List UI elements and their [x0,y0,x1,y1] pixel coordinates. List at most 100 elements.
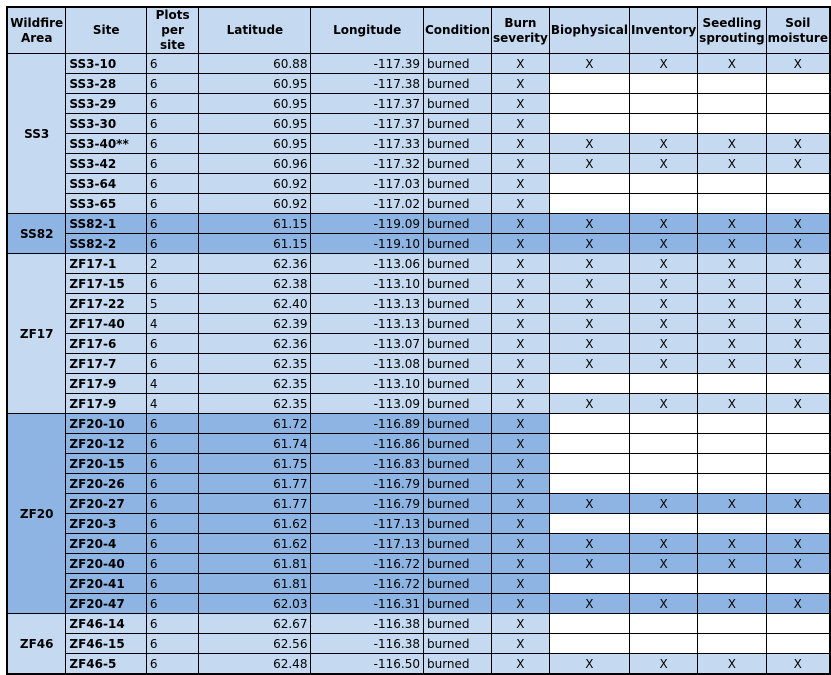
table-row: ZF17-7 6 62.35 -113.08 burned X X X X X [7,353,831,374]
data-cell [765,473,831,494]
data-cell: X [490,473,550,494]
data-cell: X [548,293,630,314]
data-cell: X [765,313,831,334]
data-cell: X [697,153,767,174]
header-cell: Biophysical [548,6,630,54]
data-cell: 6 [145,193,200,214]
data-cell: 60.95 [198,133,312,154]
data-cell: 6 [145,533,200,554]
data-cell: 61.62 [198,513,312,534]
site-cell: ZF20-26 [65,473,147,494]
data-cell [765,193,831,214]
data-cell: burned [422,333,492,354]
data-cell: -117.37 [310,93,424,114]
data-cell: X [765,353,831,374]
data-cell: 6 [145,513,200,534]
data-cell: 62.35 [198,393,312,414]
data-cell: X [765,293,831,314]
data-cell: X [697,133,767,154]
data-cell: X [697,653,767,675]
table-row: ZF17-22 5 62.40 -113.13 burned X X X X X [7,293,831,314]
data-cell: -116.50 [310,653,424,675]
header-cell: Latitude [198,6,312,54]
data-cell [548,193,630,214]
data-cell [697,113,767,134]
data-cell: X [490,53,550,74]
data-cell: burned [422,413,492,434]
data-cell: 61.15 [198,233,312,254]
data-cell [548,73,630,94]
data-cell: -113.08 [310,353,424,374]
data-cell: 6 [145,573,200,594]
data-cell: X [548,133,630,154]
data-cell: 61.62 [198,533,312,554]
data-cell: X [628,533,699,554]
data-cell [765,613,831,634]
data-cell [548,373,630,394]
header-cell: Wildfire Area [6,6,67,54]
site-cell: ZF20-10 [65,413,147,434]
data-cell: X [490,173,550,194]
data-cell: X [628,133,699,154]
data-cell: X [490,573,550,594]
data-cell: X [490,253,550,274]
data-cell: X [548,233,630,254]
data-cell [765,513,831,534]
data-cell: burned [422,393,492,414]
data-cell: burned [422,513,492,534]
data-cell: 6 [145,433,200,454]
data-cell: X [628,153,699,174]
site-cell: SS82-2 [65,233,147,254]
data-cell: 6 [145,173,200,194]
data-cell: 6 [145,453,200,474]
table-row: SS3-64 6 60.92 -117.03 burned X [7,173,831,194]
data-cell: 61.81 [198,573,312,594]
data-cell: 60.95 [198,113,312,134]
data-cell: burned [422,593,492,614]
data-cell: burned [422,533,492,554]
data-cell: X [765,333,831,354]
site-cell: ZF46-14 [65,613,147,634]
data-cell: X [628,213,699,234]
table-row: SS3-29 6 60.95 -117.37 burned X [7,93,831,114]
data-cell [697,173,767,194]
data-cell [628,413,699,434]
data-cell [697,193,767,214]
wildfire-area: ZF46 [6,613,67,675]
data-cell: X [490,513,550,534]
data-cell: X [765,533,831,554]
data-cell: burned [422,153,492,174]
site-cell: SS3-65 [65,193,147,214]
table-row: SS82-2 6 61.15 -119.10 burned X X X X X [7,233,831,254]
data-cell: X [697,333,767,354]
data-cell [628,193,699,214]
data-cell: -116.89 [310,413,424,434]
data-cell: 61.75 [198,453,312,474]
data-cell: -113.07 [310,333,424,354]
data-cell: X [765,553,831,574]
data-cell: -117.03 [310,173,424,194]
data-cell: X [628,273,699,294]
data-cell: X [548,253,630,274]
site-cell: ZF17-7 [65,353,147,374]
site-cell: ZF20-12 [65,433,147,454]
data-cell [765,433,831,454]
data-cell [765,113,831,134]
table-row: ZF17-15 6 62.38 -113.10 burned X X X X X [7,273,831,294]
data-cell: -119.09 [310,213,424,234]
data-cell: X [490,413,550,434]
data-cell: -116.31 [310,593,424,614]
header-cell: Seedling sprouting [697,6,767,54]
data-cell: 6 [145,113,200,134]
site-cell: SS82-1 [65,213,147,234]
data-cell: 62.38 [198,273,312,294]
data-cell [628,453,699,474]
data-cell: 61.81 [198,553,312,574]
data-cell: X [697,233,767,254]
data-cell: 61.15 [198,213,312,234]
data-cell [548,173,630,194]
data-cell: -117.37 [310,113,424,134]
data-cell: X [628,333,699,354]
data-cell [765,573,831,594]
data-cell: 6 [145,493,200,514]
